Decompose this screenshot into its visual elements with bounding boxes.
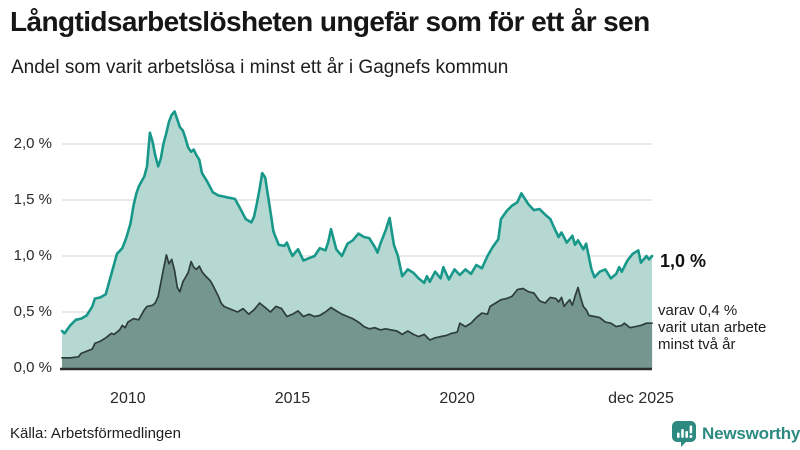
secondary-note-line-1: varav 0,4 % [658, 302, 738, 319]
newsworthy-logo-icon [672, 420, 696, 447]
latest-value-label: 1,0 % [660, 251, 707, 271]
secondary-series-note: varav 0,4 % varit utan arbete minst två … [658, 302, 766, 353]
x-tick-label: dec 2025 [608, 390, 674, 407]
series-line-1 [61, 254, 653, 359]
y-tick-label: 2,0 % [13, 135, 52, 152]
x-tick-label: 2015 [274, 390, 311, 407]
y-tick-label: 0,5 % [13, 303, 52, 320]
series-fill-1 [62, 254, 653, 368]
secondary-note-line-3: minst två år [658, 336, 736, 353]
series-line-0 [60, 110, 654, 335]
source-caption: Källa: Arbetsförmedlingen [10, 425, 181, 442]
y-tick-label: 1,5 % [13, 191, 52, 208]
x-tick-label: 2020 [439, 390, 475, 407]
page-subtitle: Andel som varit arbetslösa i minst ett å… [11, 57, 509, 78]
brand-lockup: Newsworthy [672, 420, 800, 448]
page-title: Långtidsarbetslösheten ungefär som för e… [10, 6, 650, 37]
secondary-note-line-2: varit utan arbete [658, 319, 767, 336]
y-tick-label: 0,0 % [13, 359, 52, 376]
x-tick-label: 2010 [110, 390, 146, 407]
brand-name: Newsworthy [702, 424, 800, 443]
y-tick-label: 1,0 % [13, 247, 52, 264]
